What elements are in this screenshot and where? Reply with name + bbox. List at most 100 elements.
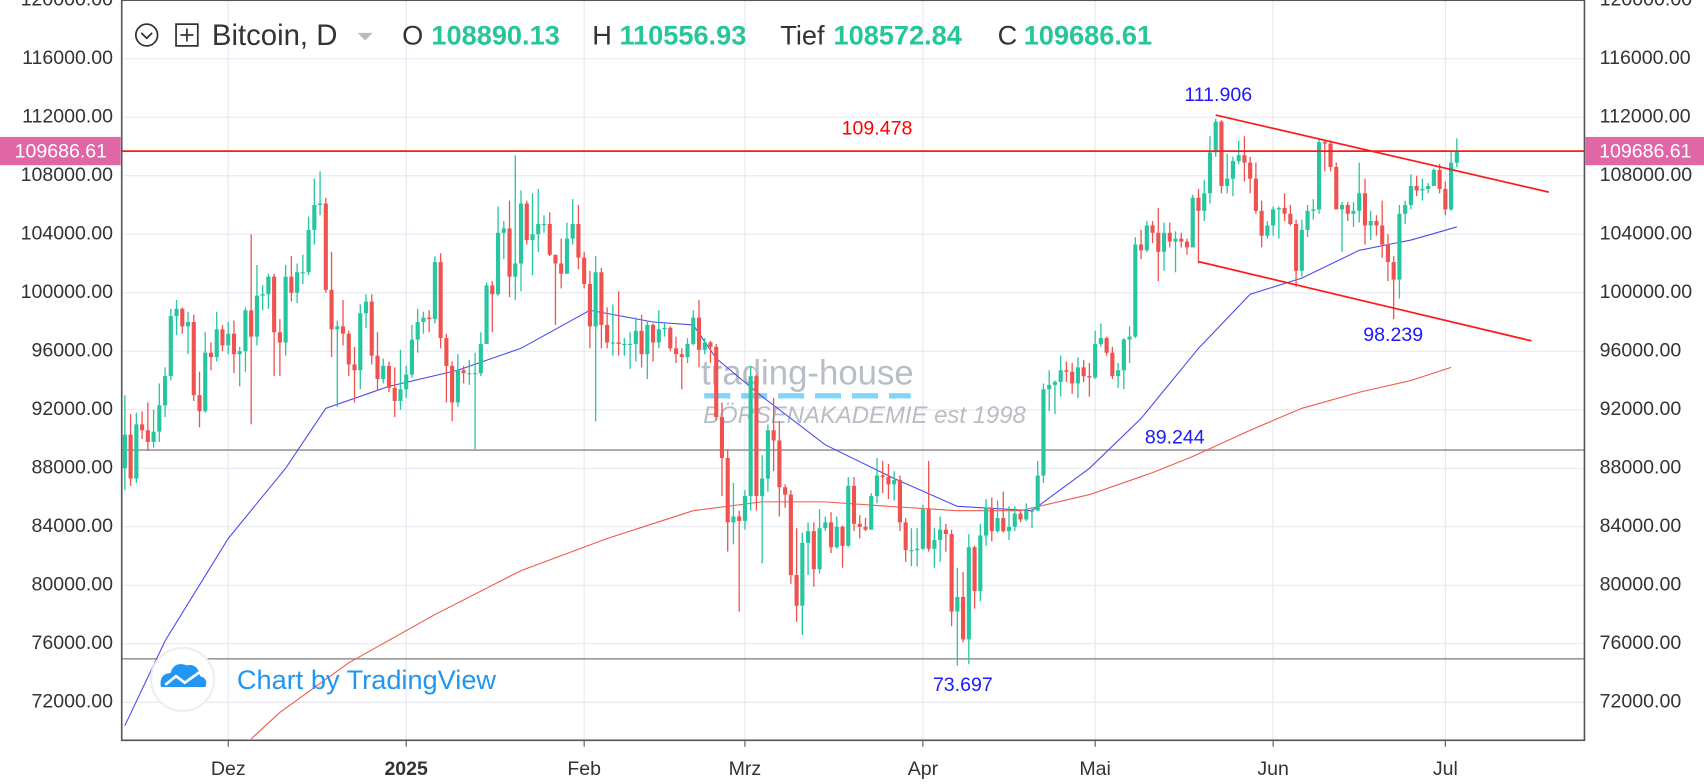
candle-body — [1271, 209, 1276, 226]
y-tick-label: 96000.00 — [31, 339, 113, 361]
candle-body — [283, 276, 288, 343]
candle-body — [1179, 238, 1184, 242]
candle-body — [455, 370, 460, 403]
candle-body — [1414, 185, 1419, 191]
candle-body — [409, 339, 414, 375]
symbol-dropdown[interactable] — [357, 32, 373, 41]
candle-body — [828, 522, 834, 548]
candle-body — [656, 329, 661, 343]
candle-body — [673, 348, 679, 355]
candle-body — [903, 522, 908, 551]
candle-body — [559, 263, 564, 274]
candle-body — [518, 203, 524, 264]
candle-body — [783, 487, 788, 495]
candle-body — [909, 550, 914, 552]
plot — [121, 114, 1585, 740]
candle-body — [886, 477, 891, 485]
ohlc-label: C — [998, 19, 1018, 50]
header: Bitcoin, D O 108890.13 H 110556.93 Tief … — [134, 19, 1152, 52]
candle-body — [249, 310, 254, 337]
candle-body — [851, 485, 857, 524]
candle-body — [1334, 166, 1339, 210]
candle-body — [742, 496, 747, 521]
y-tick-label: 84000.00 — [1600, 515, 1682, 537]
credit[interactable]: Chart by TradingView — [149, 646, 497, 713]
candle-body — [1230, 161, 1235, 179]
candle-body — [576, 224, 581, 258]
candle-body — [375, 355, 380, 380]
candle-body — [725, 458, 730, 523]
candle-body — [122, 434, 127, 469]
candle-body — [1328, 143, 1333, 167]
credit-text[interactable]: Chart by TradingView — [237, 664, 497, 695]
candle-body — [1121, 339, 1126, 371]
candle-body — [1052, 381, 1058, 385]
candle-body — [495, 232, 501, 295]
candle-body — [639, 330, 644, 355]
candle-body — [1058, 370, 1063, 382]
candle-body — [1385, 244, 1391, 263]
candle-body — [892, 479, 897, 485]
collapse-icon[interactable] — [134, 23, 159, 47]
candle-body — [1339, 204, 1345, 210]
candle-body — [381, 365, 386, 380]
plot-frame — [120, 0, 1586, 742]
candle-body — [978, 535, 983, 592]
y-tick-label: 76000.00 — [31, 632, 113, 654]
candle-body — [685, 343, 690, 358]
candle-body — [817, 528, 822, 570]
candle-body — [295, 272, 300, 293]
annotation: 89.244 — [1145, 426, 1205, 448]
candle-body — [702, 342, 707, 350]
candle-body — [897, 479, 903, 523]
candle-body — [668, 327, 673, 349]
candle-body — [1024, 510, 1029, 520]
candle-body — [1087, 376, 1092, 378]
compare-icon[interactable] — [175, 23, 199, 47]
candle-body — [1322, 142, 1327, 144]
candle-body — [541, 224, 547, 226]
candle-body — [1029, 510, 1035, 512]
candle-body — [610, 342, 615, 344]
y-tick-label: 88000.00 — [1600, 456, 1682, 478]
candle-body — [1139, 244, 1144, 251]
candle-body — [1368, 221, 1373, 226]
candle-body — [1316, 142, 1322, 210]
candle-body — [1311, 209, 1316, 211]
symbol-title[interactable]: Bitcoin, D — [212, 19, 338, 52]
candle-body — [1374, 221, 1379, 226]
candle-body — [197, 395, 202, 412]
candle-body — [760, 478, 765, 497]
candle-body — [300, 272, 305, 274]
candle-body — [1110, 352, 1115, 377]
candle-body — [1018, 513, 1023, 520]
candle-body — [857, 523, 862, 527]
candle-body — [524, 203, 529, 241]
x-tick-label: Dez — [211, 758, 246, 780]
candle-body — [1081, 367, 1086, 377]
candle-body — [323, 203, 328, 290]
candle-body — [696, 317, 702, 350]
candle-body — [1426, 185, 1431, 189]
candle-body — [335, 326, 340, 330]
ohlc-value: 108572.84 — [834, 19, 962, 50]
price-badge-label: 109686.61 — [15, 140, 107, 162]
candle-body — [438, 262, 443, 339]
candle-body — [421, 317, 426, 323]
candle-body — [1041, 389, 1046, 476]
candle-body — [880, 475, 885, 478]
candle-body — [1288, 213, 1293, 225]
candle-body — [932, 539, 937, 549]
candle-body — [490, 285, 495, 295]
candle-body — [1001, 517, 1006, 532]
candle-body — [771, 430, 776, 441]
candle-body — [1196, 197, 1201, 211]
y-tick-label: 80000.00 — [31, 573, 113, 595]
candle-body — [1093, 343, 1098, 378]
candle-body — [1236, 155, 1241, 162]
candle-body — [145, 430, 150, 442]
candle-body — [708, 342, 713, 347]
y-tick-label: 72000.00 — [1600, 690, 1682, 712]
